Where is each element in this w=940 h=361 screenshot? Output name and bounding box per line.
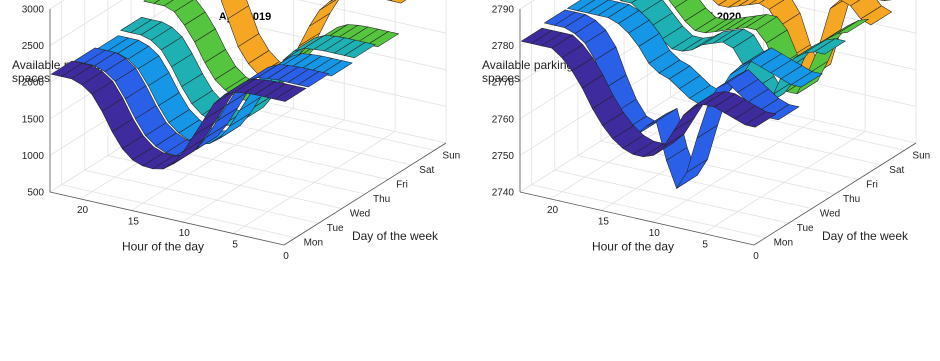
gridline [84, 169, 319, 224]
y-tick-label: Sat [419, 165, 434, 176]
axis-line [49, 191, 285, 246]
z-tick-label: 2500 [22, 41, 45, 52]
x-tick-label: 5 [702, 239, 708, 250]
z-tick-label: 1000 [22, 151, 45, 162]
gridline [554, 169, 789, 224]
z-tick-label: 3000 [22, 5, 45, 16]
ribbon-segment [814, 38, 846, 55]
ribbon-segment [748, 0, 765, 5]
x-tick-label: 20 [547, 205, 559, 216]
y-tick-label: Sat [889, 165, 904, 176]
ribbon-segment [767, 104, 800, 121]
z-tick-label: 2000 [22, 78, 45, 89]
axis-line [519, 191, 755, 246]
z-axis-label: Available parking spaces [482, 58, 573, 85]
ribbon-segment [297, 71, 330, 88]
z-tick-label: 2780 [492, 41, 515, 52]
x-tick-label: 10 [179, 228, 191, 239]
gridline [519, 0, 594, 46]
ribbon-segment [344, 42, 376, 59]
gridline [61, 184, 296, 239]
plot-area: 500 1000 1500 2000 2500 3000 0 5 10 15 20 Mon Tue Wed… [12, 0, 460, 262]
z-tick-label: 2770 [492, 78, 515, 89]
gridline [49, 0, 124, 46]
axis-line [753, 142, 917, 246]
ribbon-segment [829, 0, 845, 9]
ribbon-tue [74, 47, 330, 157]
ribbon-segment [329, 0, 334, 2]
x-tick-label: 15 [598, 216, 610, 227]
y-tick-label: Sun [442, 150, 460, 161]
y-tick-label: Thu [373, 194, 390, 205]
gridline [767, 0, 917, 34]
ribbon-segment [744, 111, 777, 128]
chart-april-2019: April 2019 50010001500200025003000051015… [12, 0, 460, 262]
ribbon-segment [819, 0, 850, 44]
ribbon-segment [728, 0, 749, 8]
gridline [531, 184, 766, 239]
gridline [624, 126, 859, 180]
y-axis-label: Day of the week [352, 229, 439, 243]
ribbon-segment [718, 0, 741, 8]
ribbon-segment [274, 85, 307, 102]
ribbon-segment [319, 0, 337, 11]
z-tick-label: 2750 [492, 151, 515, 162]
gridline [200, 96, 435, 151]
ribbon-segment [712, 0, 727, 6]
ribbon-segment [840, 0, 861, 7]
y-axis-label: Day of the week [822, 229, 909, 243]
ribbon-segment [668, 0, 688, 8]
ribbon-segment [837, 18, 869, 34]
ribbon-segment [738, 0, 757, 7]
ribbon-mon [520, 27, 777, 157]
ribbon-segment [390, 0, 407, 4]
plot-area: 2740 2750 2760 2770 2780 2790 0 5 10 15 20 Mon Tue We… [482, 0, 930, 262]
ribbon-mon [50, 60, 307, 170]
y-tick-label: Mon [304, 238, 323, 249]
y-tick-label: Sun [912, 150, 930, 161]
x-axis-label: Hour of the day [592, 240, 674, 254]
y-tick-label: Tue [797, 223, 814, 234]
z-tick-label: 500 [27, 188, 44, 199]
ribbon-segment [791, 71, 823, 88]
y-tick-label: Wed [820, 209, 840, 220]
y-tick-label: Tue [327, 223, 344, 234]
chart-april-2020: April 2020 27402750276027702780279005101… [482, 0, 930, 262]
y-tick-label: Mon [774, 238, 793, 249]
axis-line [283, 142, 447, 246]
x-tick-label: 5 [232, 239, 238, 250]
x-tick-label: 15 [128, 216, 140, 227]
x-tick-label: 20 [77, 205, 89, 216]
x-tick-label: 10 [649, 228, 661, 239]
y-tick-label: Fri [396, 179, 408, 190]
ribbon-segment [883, 0, 893, 2]
z-tick-label: 2740 [492, 188, 515, 199]
z-tick-label: 2760 [492, 114, 515, 125]
z-tick-label: 1500 [22, 114, 45, 125]
ribbon-segment [143, 0, 160, 4]
x-tick-label: 0 [753, 251, 759, 262]
y-tick-label: Thu [843, 194, 860, 205]
x-tick-label: 0 [283, 251, 289, 262]
x-axis-label: Hour of the day [122, 240, 204, 254]
y-tick-label: Wed [350, 209, 370, 220]
y-tick-label: Fri [866, 179, 878, 190]
ribbon-segment [153, 0, 174, 7]
z-tick-label: 2790 [492, 5, 515, 16]
gridline [577, 155, 812, 209]
